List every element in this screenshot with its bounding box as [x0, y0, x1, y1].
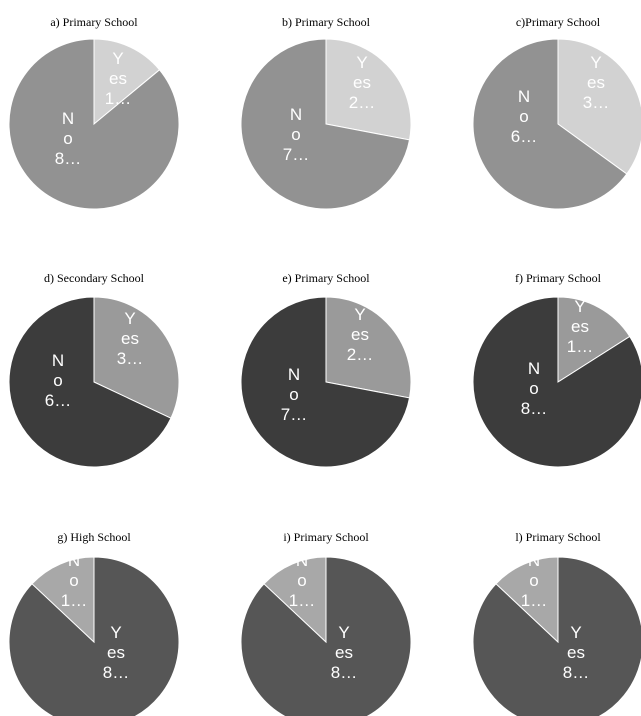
pie-title: a) Primary School — [50, 15, 138, 29]
pie-slice-no — [8, 38, 180, 210]
pie-chart-2: b) Primary School Y es 2… N o 7… — [240, 15, 412, 210]
pie-slice-no — [495, 556, 559, 644]
pie-chart-3: c)Primary School Y es 3… N o 6… — [472, 15, 641, 210]
pie-title: i) Primary School — [283, 530, 369, 544]
pie-slice-no — [8, 296, 172, 468]
pie-chart-1: a) Primary School Y es 1… N o 8… — [8, 15, 180, 210]
pie-title: c)Primary School — [516, 15, 601, 29]
pie-chart-9: l) Primary School Y es 8… N o 1… — [472, 530, 641, 716]
pie-title: e) Primary School — [282, 271, 370, 285]
pie-slice-yes — [240, 556, 412, 716]
pie-title: f) Primary School — [515, 271, 602, 285]
pie-slice-yes — [325, 38, 412, 141]
pie-title: l) Primary School — [515, 530, 601, 544]
pie-slice-yes — [93, 38, 161, 126]
pie-chart-4: d) Secondary School Y es 3… N o 6… — [8, 271, 180, 468]
pie-slice-yes — [557, 38, 641, 175]
pie-chart-6: f) Primary School Y es 1… N o 8… — [472, 271, 641, 468]
pie-slice-no — [240, 38, 411, 210]
pie-chart-7: g) High School Y es 8… N o 1… — [8, 530, 180, 716]
pie-slice-no — [31, 556, 95, 644]
pie-slice-yes — [472, 556, 641, 716]
pie-slice-no — [472, 296, 641, 468]
pie-chart-8: i) Primary School Y es 8… N o 1… — [240, 530, 412, 716]
pie-slice-no — [472, 38, 628, 210]
pie-title: d) Secondary School — [44, 271, 145, 285]
pie-slice-yes — [325, 296, 412, 399]
pie-slice-yes — [93, 296, 180, 419]
pie-slice-yes — [8, 556, 180, 716]
pie-chart-5: e) Primary School Y es 2… N o 7… — [240, 271, 412, 468]
pie-slice-yes — [557, 296, 631, 383]
pie-title: g) High School — [57, 530, 131, 544]
pie-slice-no — [240, 296, 411, 468]
pie-title: b) Primary School — [282, 15, 371, 29]
pie-slice-no — [263, 556, 327, 644]
